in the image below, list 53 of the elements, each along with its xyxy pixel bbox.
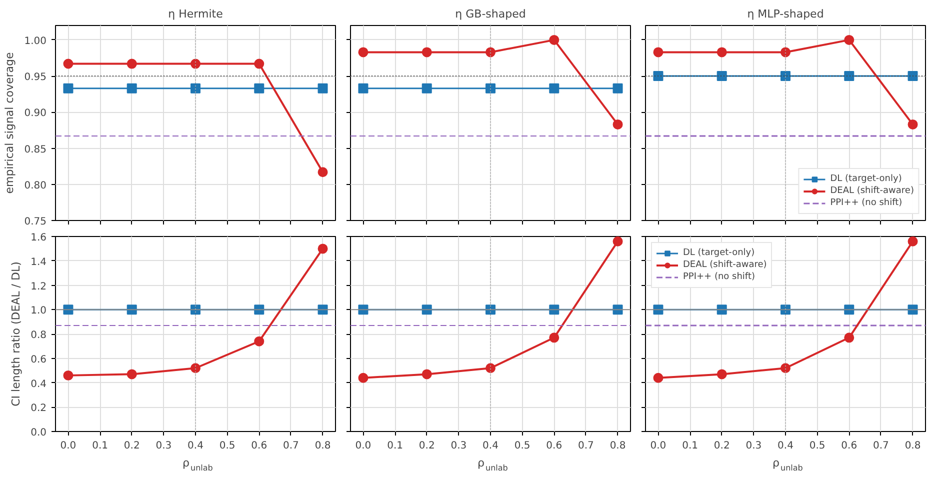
x-tick-label: 0.1: [387, 440, 403, 452]
x-tick-label: 0.8: [610, 440, 626, 452]
y-tick-label: 0.80: [24, 180, 46, 192]
y-tick-label: 0.90: [24, 108, 46, 120]
y-tick-label: 0.6: [30, 354, 47, 366]
x-tick-label: 0.5: [219, 440, 236, 452]
legend-label: PPI++ (no shift): [830, 197, 902, 209]
x-tick-label: 0.0: [355, 440, 372, 452]
y-tick-label: 0.95: [24, 72, 46, 84]
y-tick-label: 0.75: [24, 216, 46, 228]
x-tick-label: 0.5: [809, 440, 826, 452]
y-tick-label: 0.0: [30, 428, 47, 438]
x-tick-label: 0.4: [778, 440, 794, 452]
x-tick-label: 0.2: [418, 440, 435, 452]
x-tick-label: 0.7: [578, 440, 594, 452]
x-tick-label: 0.3: [746, 440, 762, 452]
x-tick-label: 0.0: [650, 440, 666, 452]
x-tick-label: 0.3: [156, 440, 172, 452]
chart-title: η Hermite: [168, 8, 224, 20]
y-tick-label: 0.2: [30, 403, 47, 414]
y-tick-label: 0.4: [30, 378, 47, 390]
x-tick-label: 0.2: [124, 440, 140, 452]
y-tick-label: 1.0: [30, 306, 47, 317]
legend-label: DEAL (shift-aware): [830, 185, 914, 197]
x-tick-label: 0.4: [482, 440, 498, 452]
x-tick-label: 0.7: [283, 440, 299, 452]
chart-title: η MLP-shaped: [747, 8, 824, 20]
y-tick-label: 1.00: [24, 36, 46, 47]
x-tick-label: 0.1: [92, 440, 108, 452]
x-tick-label: 0.0: [60, 440, 76, 452]
y-tick-label: 1.6: [30, 232, 47, 244]
y-axis-title: empirical signal coverage: [3, 52, 16, 194]
legend-label: DL (target-only): [830, 173, 902, 185]
y-tick-label: 1.2: [30, 281, 47, 292]
x-tick-label: 0.8: [904, 440, 921, 452]
x-tick-label: 0.8: [314, 440, 331, 452]
legend-label: DL (target-only): [683, 247, 755, 259]
x-tick-label: 0.3: [450, 440, 467, 452]
x-tick-label: 0.4: [188, 440, 204, 452]
chart-title: η GB-shaped: [455, 8, 526, 20]
y-tick-label: 1.4: [30, 256, 47, 268]
legend-label: PPI++ (no shift): [683, 271, 755, 283]
x-tick-label: 0.7: [873, 440, 889, 452]
x-tick-label: 0.1: [682, 440, 698, 452]
x-tick-label: 0.6: [841, 440, 858, 452]
y-axis-title: CI length ratio (DEAL / DL): [10, 262, 23, 406]
y-tick-label: 0.85: [24, 144, 46, 156]
x-tick-label: 0.2: [714, 440, 730, 452]
legend-label: DEAL (shift-aware): [683, 259, 767, 271]
x-tick-label: 0.6: [251, 440, 268, 452]
x-tick-label: 0.5: [514, 440, 530, 452]
x-tick-label: 0.6: [546, 440, 562, 452]
y-tick-label: 0.8: [30, 330, 47, 341]
